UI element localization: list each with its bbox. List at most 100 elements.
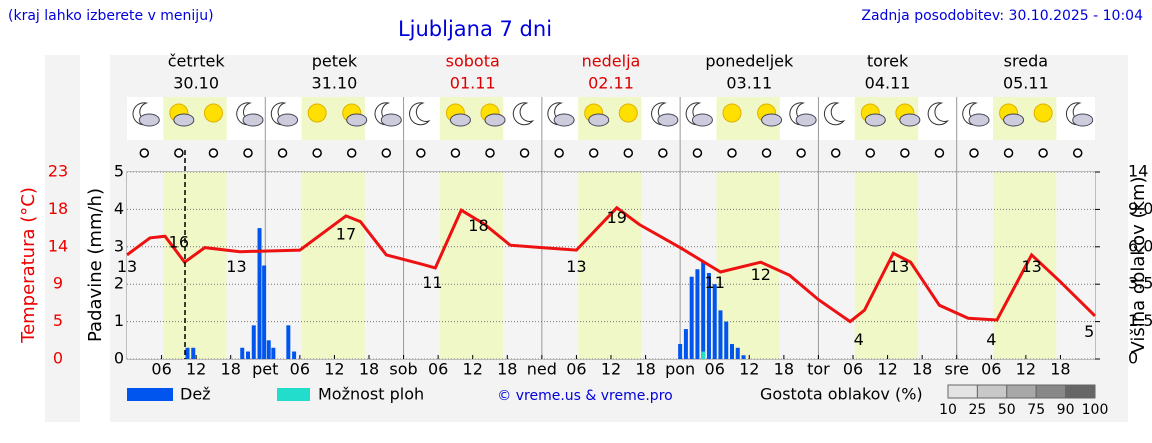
precip-bar (741, 355, 746, 359)
cloud-icon (346, 113, 368, 127)
cloud-icon (484, 113, 506, 127)
moon-icon (512, 102, 535, 126)
precip-bar (730, 344, 734, 359)
x-tick-label: 18 (359, 360, 379, 379)
wind-calm (1072, 148, 1083, 158)
moon-icon (927, 102, 950, 126)
y-tick-label: 5 (114, 162, 124, 181)
wind-calm (830, 148, 841, 158)
temp-label: 17 (336, 224, 356, 243)
cloud-icon (1003, 113, 1025, 127)
wind-calm (450, 148, 461, 158)
cloud-icon (173, 113, 195, 127)
wind-calm (900, 148, 910, 158)
day-date: 30.10 (173, 74, 219, 93)
temp-label: 4 (986, 330, 996, 349)
night-band (541, 172, 579, 359)
y2-tick-label: 3.5 (1128, 274, 1152, 293)
wind-calm (139, 148, 150, 158)
x-tick-label: 06 (843, 360, 863, 379)
precip-bar (712, 284, 717, 359)
day-date: 01.11 (450, 74, 496, 93)
wind-calm (761, 148, 772, 158)
cloud-legend-box (947, 384, 978, 399)
night-band (265, 172, 302, 359)
y-tick-label: 2 (114, 274, 124, 293)
wind-calm (174, 148, 184, 158)
x-tick-label: 12 (324, 360, 344, 379)
x-tick-label: pet (252, 360, 278, 379)
x-tick-label: sre (945, 360, 969, 379)
cloud-legend-label: 100 (1082, 402, 1109, 418)
cloud-icon (761, 113, 783, 127)
wind-calm (692, 148, 703, 158)
x-tick-label: sob (389, 360, 417, 379)
night-band (364, 172, 404, 359)
wind-calm (381, 148, 392, 158)
y2-tick-label: 0 (1128, 349, 1138, 368)
x-tick-label: 06 (566, 360, 586, 379)
y-tick-label: 4 (114, 199, 124, 218)
x-tick-label: pon (665, 360, 695, 379)
day-band (301, 172, 365, 359)
wind-calm (554, 148, 564, 158)
temp-axis-label: Temperatura (°C) (18, 187, 39, 344)
x-tick-label: 18 (912, 360, 932, 379)
x-tick-label: 12 (877, 360, 897, 379)
temp-label: 13 (117, 257, 137, 276)
x-tick-label: 06 (981, 360, 1001, 379)
cloud-legend-label: 50 (998, 402, 1016, 418)
precip-bar (718, 310, 723, 359)
day-name: torek (867, 52, 909, 71)
wind-calm (519, 148, 530, 158)
temp-label: 13 (566, 257, 586, 276)
temp-tick-label: 18 (48, 199, 68, 218)
day-name: četrtek (168, 52, 226, 71)
cloud-icon (1072, 113, 1094, 127)
copyright: © vreme.us & vreme.pro (497, 388, 672, 404)
title: Ljubljana 7 dni (398, 17, 552, 41)
temp-label: 13 (226, 257, 246, 276)
precip-bar (191, 347, 196, 359)
wind-calm (208, 148, 219, 158)
temp-tick-label: 0 (53, 349, 63, 368)
x-tick-label: 18 (1050, 360, 1070, 379)
sun-icon (203, 103, 223, 123)
cloud-icon (242, 113, 264, 127)
wind-calm (623, 148, 634, 158)
temp-label: 19 (607, 208, 627, 227)
day-date: 31.10 (312, 74, 358, 93)
y2-axis-label: Višina oblakov (km) (1128, 176, 1149, 353)
y-tick-label: 3 (114, 236, 124, 255)
precip-bar (262, 265, 267, 359)
x-tick-label: 12 (739, 360, 759, 379)
precip-bar (266, 340, 271, 359)
temp-label: 12 (751, 265, 771, 284)
precip-bar (246, 351, 250, 359)
day-band (163, 172, 227, 359)
sun-icon (1033, 103, 1053, 123)
y2-tick-label: 1.5 (1128, 311, 1152, 330)
temp-label: 18 (468, 216, 488, 235)
cloud-icon (968, 113, 990, 127)
night-band (818, 172, 855, 359)
cloud-legend-label: 10 (939, 402, 957, 418)
cloud-icon (277, 113, 299, 127)
day-name: petek (312, 52, 358, 71)
x-tick-label: 06 (428, 360, 448, 379)
wind-calm (312, 148, 322, 158)
sun-icon (307, 103, 327, 123)
x-tick-label: 18 (221, 360, 241, 379)
wind-calm (727, 148, 737, 158)
x-tick-label: 06 (151, 360, 171, 379)
updated: Zadnja posodobitev: 30.10.2025 - 10:04 (861, 8, 1143, 24)
temp-label: 11 (422, 273, 442, 292)
cloud-legend-label: 90 (1057, 402, 1075, 418)
day-name: sobota (446, 52, 500, 71)
precip-bar (701, 351, 706, 359)
day-date: 05.11 (1003, 74, 1049, 93)
sun-icon (722, 103, 742, 123)
moon-icon (409, 102, 431, 126)
x-tick-label: 12 (601, 360, 621, 379)
